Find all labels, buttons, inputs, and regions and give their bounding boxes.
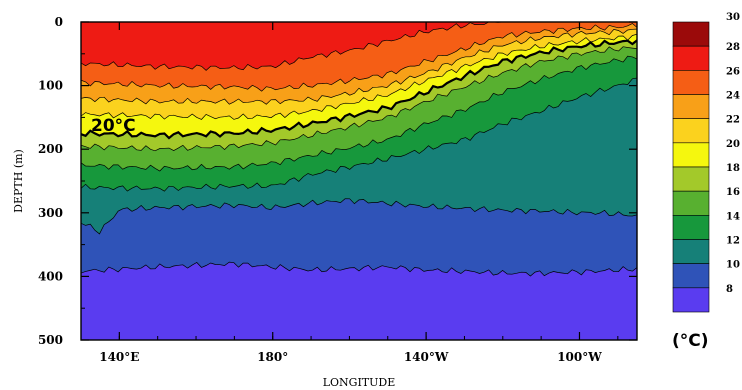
colorbar-swatch-0 bbox=[672, 21, 710, 47]
isotherm-lines bbox=[81, 22, 637, 277]
colorbar-swatch-7 bbox=[672, 190, 710, 216]
colorbar-label-5: 20 bbox=[726, 139, 740, 150]
colorbar-label-9: 12 bbox=[726, 236, 740, 247]
x-tick-label-0: 140°E bbox=[99, 350, 139, 364]
isotherm-10c bbox=[81, 261, 637, 277]
isotherm-26c bbox=[81, 23, 637, 92]
x-axis-title: LONGITUDE bbox=[323, 376, 396, 389]
colorbar-label-6: 18 bbox=[726, 163, 740, 174]
colorbar-label-8: 14 bbox=[726, 211, 740, 222]
x-axis: 140°E 180° 140°W 100°W bbox=[80, 22, 619, 364]
isotherm-18c bbox=[81, 46, 637, 152]
y-tick-label-2: 200 bbox=[38, 142, 63, 156]
colorbar-swatch-2 bbox=[672, 70, 710, 95]
x-tick-label-3: 100°W bbox=[557, 350, 602, 364]
y-axis: 0 100 200 300 400 500 bbox=[38, 15, 637, 347]
colorbar-swatch-8 bbox=[672, 215, 710, 240]
colorbar-label-7: 16 bbox=[726, 187, 740, 198]
y-tick-label-3: 300 bbox=[38, 206, 63, 220]
x-tick-label-1: 180° bbox=[257, 350, 288, 364]
colorbar-label-3: 24 bbox=[726, 91, 740, 102]
colorbar-label-0: 30 bbox=[726, 12, 740, 23]
isotherm-20c bbox=[81, 39, 637, 140]
y-tick-label-0: 0 bbox=[55, 15, 63, 29]
colorbar-label-2: 26 bbox=[726, 66, 740, 77]
colorbar-unit-label: (°C) bbox=[672, 331, 709, 351]
y-axis-title: DEPTH (m) bbox=[12, 149, 25, 213]
temperature-contour-fill bbox=[81, 22, 637, 340]
colorbar-label-4: 22 bbox=[726, 115, 740, 126]
isotherm-24c bbox=[81, 28, 637, 105]
isotherm-16c bbox=[81, 55, 637, 172]
colorbar-swatch-3 bbox=[672, 94, 710, 119]
colorbar-swatch-1 bbox=[672, 45, 710, 71]
colorbar-swatch-5 bbox=[672, 142, 710, 168]
colorbar-label-11: 8 bbox=[726, 284, 733, 295]
colorbar-swatch-4 bbox=[672, 118, 710, 144]
y-tick-label-5: 500 bbox=[38, 333, 63, 347]
band-above-28c bbox=[81, 22, 637, 71]
colorbar-swatch-11 bbox=[672, 287, 710, 313]
colorbar-label-1: 28 bbox=[726, 42, 740, 53]
isotherm-28c bbox=[81, 22, 637, 71]
colorbar-swatch-9 bbox=[672, 239, 710, 264]
isotherm-14c bbox=[81, 77, 637, 192]
x-tick-label-2: 140°W bbox=[404, 350, 449, 364]
y-tick-label-1: 100 bbox=[38, 79, 63, 93]
y-tick-label-4: 400 bbox=[38, 269, 63, 283]
isotherm-22c bbox=[81, 33, 637, 120]
colorbar: 30 28 26 24 22 20 18 16 14 12 10 8 bbox=[672, 12, 740, 313]
colorbar-label-10: 10 bbox=[726, 260, 740, 271]
isotherm-20c-label: 20°C bbox=[91, 116, 136, 136]
isotherm-12c bbox=[81, 198, 637, 235]
colorbar-swatch-6 bbox=[672, 166, 710, 192]
colorbar-swatch-10 bbox=[672, 263, 710, 289]
